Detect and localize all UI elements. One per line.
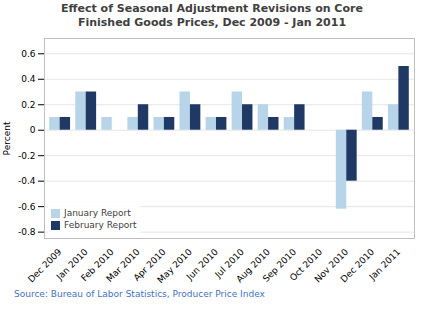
svg-text:-0.4: -0.4	[18, 176, 36, 186]
svg-text:Mar 2010: Mar 2010	[104, 246, 142, 284]
svg-text:0.2: 0.2	[21, 100, 35, 110]
svg-text:Jun 2010: Jun 2010	[184, 247, 220, 283]
svg-text:Sep 2010: Sep 2010	[260, 246, 299, 284]
svg-text:Feb 2010: Feb 2010	[79, 246, 116, 284]
svg-text:-0.6: -0.6	[18, 202, 36, 212]
svg-text:0.4: 0.4	[21, 74, 36, 84]
svg-text:Aug 2010: Aug 2010	[234, 246, 272, 285]
html-text:Source: Bureau of Labor Statis: Source: Bureau of Labor Statistics, Prod…	[14, 289, 265, 299]
svg-text:-0.2: -0.2	[18, 151, 36, 161]
html-text:Effect of Seasonal Adjustment: Effect of Seasonal Adjustment Revisions …	[61, 2, 363, 29]
svg-text:Nov 2010: Nov 2010	[312, 246, 351, 285]
svg-text:Jul 2010: Jul 2010	[213, 246, 246, 280]
svg-text:Oct 2010: Oct 2010	[287, 246, 325, 283]
svg-text:Dec 2009: Dec 2009	[26, 246, 64, 285]
svg-text:-0.8: -0.8	[18, 227, 36, 237]
html-text:February Report: February Report	[64, 220, 137, 230]
svg-text:May 2010: May 2010	[155, 246, 194, 286]
svg-text:Apr 2010: Apr 2010	[131, 246, 168, 283]
svg-text:Jan 2010: Jan 2010	[54, 246, 90, 282]
svg-text:0.6: 0.6	[21, 49, 36, 59]
html-text:January Report: January Report	[64, 208, 131, 218]
svg-text:Percent: Percent	[2, 121, 12, 155]
svg-text:0: 0	[30, 125, 36, 135]
svg-text:Dec 2010: Dec 2010	[338, 246, 377, 285]
svg-text:Jan 2011: Jan 2011	[367, 247, 403, 283]
